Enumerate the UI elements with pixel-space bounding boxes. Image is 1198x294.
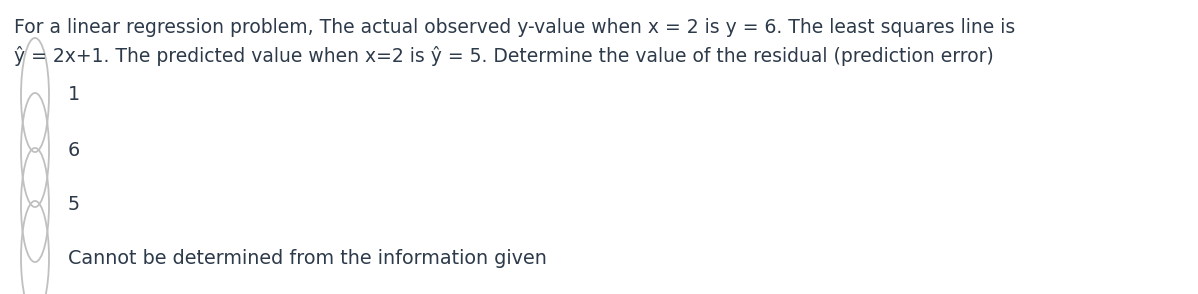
Text: 1: 1 — [68, 86, 80, 104]
Text: Cannot be determined from the information given: Cannot be determined from the informatio… — [68, 248, 546, 268]
Text: For a linear regression problem, The actual observed y-value when x = 2 is y = 6: For a linear regression problem, The act… — [14, 18, 1015, 37]
Text: ŷ = 2x+1. The predicted value when x=2 is ŷ = 5. Determine the value of the resi: ŷ = 2x+1. The predicted value when x=2 i… — [14, 46, 994, 66]
Text: 5: 5 — [68, 196, 80, 215]
Text: 6: 6 — [68, 141, 80, 160]
